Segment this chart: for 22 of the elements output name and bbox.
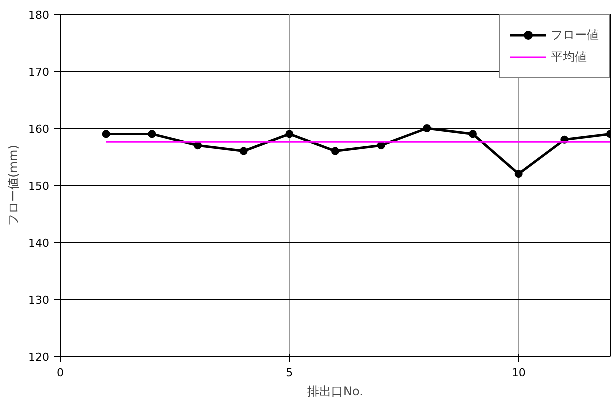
x-axis-title: 排出口No. bbox=[308, 384, 364, 398]
point bbox=[102, 130, 110, 138]
y-axis-title: フロー値(mm) bbox=[6, 145, 21, 226]
x-tick-label: 0 bbox=[57, 366, 64, 380]
point bbox=[514, 170, 523, 178]
x-tick-label: 5 bbox=[286, 366, 294, 380]
y-tick-label: 160 bbox=[28, 123, 50, 136]
x-tick-label: 10 bbox=[512, 366, 526, 380]
point bbox=[286, 130, 294, 138]
y-tick-label: 170 bbox=[28, 66, 50, 79]
point bbox=[240, 147, 248, 156]
y-tick-label: 140 bbox=[28, 237, 50, 250]
y-tick-label: 120 bbox=[28, 351, 50, 364]
y-tick-label: 150 bbox=[28, 180, 50, 193]
point bbox=[423, 124, 432, 132]
point bbox=[469, 130, 477, 138]
point bbox=[148, 130, 156, 138]
y-tick-label: 130 bbox=[28, 294, 50, 307]
y-tick-label: 180 bbox=[28, 9, 50, 22]
legend-label: 平均値 bbox=[551, 48, 587, 66]
point bbox=[332, 147, 340, 156]
legend-label: フロー値 bbox=[551, 26, 599, 44]
